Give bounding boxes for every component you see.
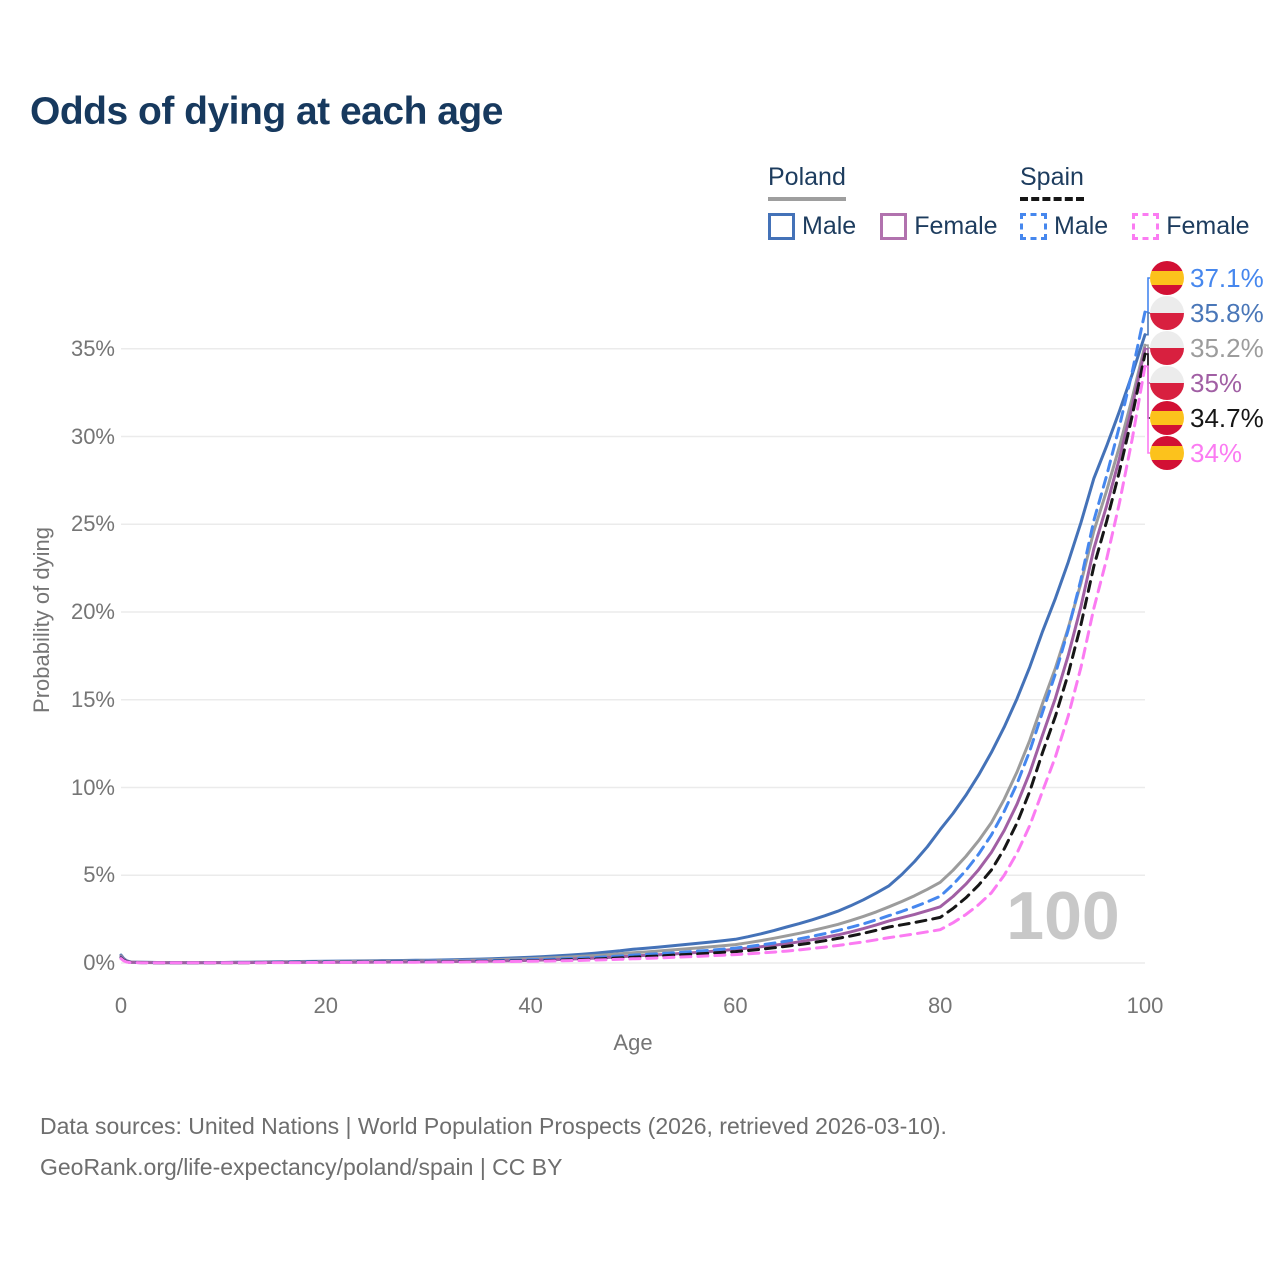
end-label-spain_overall: 34.7% — [1150, 401, 1264, 435]
footer-sources-line: Data sources: United Nations | World Pop… — [40, 1113, 947, 1139]
legend-item-poland-female[interactable]: Female — [880, 212, 998, 241]
end-value-spain_male: 37.1% — [1190, 262, 1264, 293]
end-value-poland_overall: 35.2% — [1190, 332, 1264, 363]
end-label-spain_female: 34% — [1150, 436, 1242, 470]
y-tick-25%: 25% — [70, 511, 115, 537]
footer-attribution-line: GeoRank.org/life-expectancy/poland/spain… — [40, 1154, 563, 1180]
age-counter-watermark: 100 — [1006, 878, 1120, 954]
poland-flag-icon — [1150, 366, 1184, 400]
footer: Data sources: United Nations | World Pop… — [40, 1106, 947, 1188]
x-tick-40: 40 — [518, 993, 543, 1018]
legend-group-spain: Spain Male Female — [1020, 163, 1250, 241]
legend-item-label: Male — [1054, 212, 1109, 240]
x-tick-80: 80 — [927, 993, 953, 1018]
poland-flag-icon — [1150, 331, 1184, 365]
chart-title: Odds of dying at each age — [30, 90, 503, 133]
legend-swatch-icon — [768, 213, 795, 240]
leader-line-spain_female — [1145, 365, 1150, 454]
end-value-spain_overall: 34.7% — [1190, 402, 1264, 433]
legend-swatch-icon — [880, 213, 908, 240]
spain-flag-icon — [1150, 261, 1184, 295]
y-tick-0%: 0% — [83, 950, 115, 975]
y-tick-30%: 30% — [70, 423, 115, 449]
series-line-spain_female[interactable] — [119, 364, 1147, 965]
series-line-spain_male[interactable] — [119, 310, 1147, 965]
legend-swatch-icon — [1132, 213, 1160, 240]
end-label-poland_overall: 35.2% — [1150, 331, 1264, 365]
x-tick-60: 60 — [723, 993, 748, 1018]
legend-items-poland: Male Female — [768, 212, 998, 241]
x-tick-20: 20 — [313, 993, 339, 1018]
end-value-poland_female: 35% — [1190, 367, 1243, 398]
leader-line-poland_overall — [1145, 344, 1150, 349]
end-value-poland_male: 35.8% — [1190, 297, 1264, 328]
legend-items-spain: Male Female — [1020, 212, 1250, 241]
poland-flag-icon — [1150, 296, 1184, 330]
series-line-spain_overall[interactable] — [119, 352, 1147, 965]
y-tick-5%: 5% — [83, 862, 115, 888]
end-label-poland_female: 35% — [1150, 366, 1242, 400]
end-label-spain_male: 37.1% — [1150, 261, 1264, 295]
legend-item-spain-female[interactable]: Female — [1132, 212, 1250, 241]
end-value-spain_female: 34% — [1190, 437, 1243, 468]
y-tick-20%: 20% — [70, 599, 115, 624]
leader-line-poland_male — [1145, 312, 1150, 336]
y-tick-35%: 35% — [70, 335, 115, 361]
x-tick-0: 0 — [114, 993, 128, 1018]
legend-item-spain-male[interactable]: Male — [1020, 212, 1108, 241]
y-tick-15%: 15% — [70, 686, 115, 712]
legend-item-poland-male[interactable]: Male — [768, 212, 856, 241]
legend-group-poland: Poland Male Female — [768, 163, 998, 241]
y-tick-10%: 10% — [70, 774, 115, 800]
x-tick-100: 100 — [1126, 993, 1164, 1018]
spain-flag-icon — [1150, 436, 1184, 470]
x-axis-title: Age — [613, 1030, 653, 1055]
spain-flag-icon — [1150, 401, 1184, 435]
legend-item-label: Female — [914, 212, 998, 240]
legend-item-label: Male — [802, 212, 857, 240]
legend-header-poland[interactable]: Poland — [768, 163, 846, 201]
end-label-poland_male: 35.8% — [1150, 296, 1264, 330]
legend-item-label: Female — [1166, 212, 1250, 240]
leader-line-spain_male — [1145, 277, 1150, 313]
legend-swatch-icon — [1020, 213, 1047, 240]
legend-header-spain[interactable]: Spain — [1020, 163, 1084, 201]
